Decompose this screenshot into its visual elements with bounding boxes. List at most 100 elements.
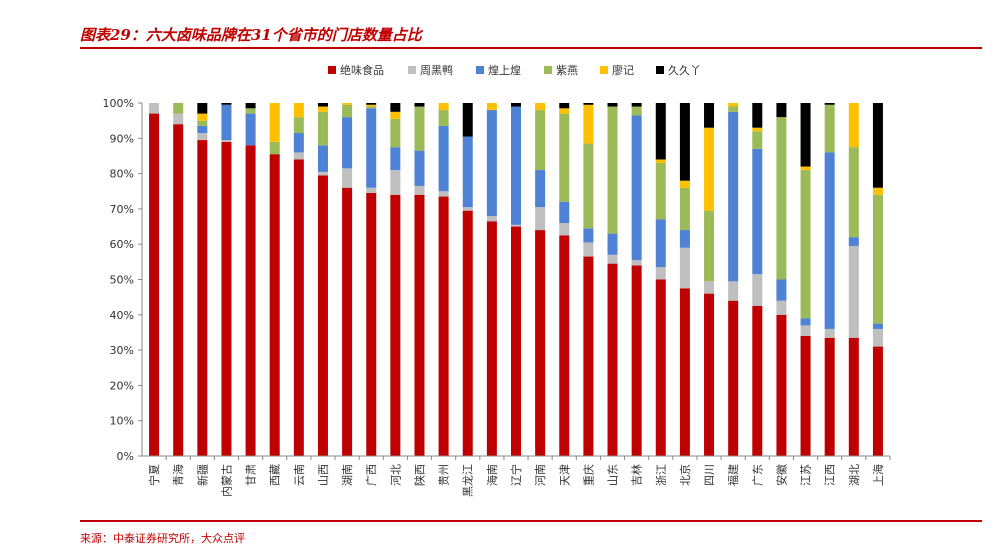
- bar-segment-5-18: [559, 108, 570, 114]
- bar-segment-1-3: [197, 140, 208, 456]
- bar-segment-4-23: [679, 187, 690, 231]
- bar-segment-2-9: [342, 168, 353, 188]
- x-axis: 宁夏 青海 新疆 内蒙古 甘肃 西藏 云南 山西 湖南 广西 河北 陕西 贵州 黑龙江 海南 辽宁 河南 天津 重庆…: [142, 455, 891, 497]
- x-tick-label: 辽宁: [509, 464, 523, 486]
- bar-segment-4-17: [535, 110, 546, 171]
- x-tick-label: 吉林: [630, 464, 644, 486]
- bar-segment-2-27: [776, 300, 787, 315]
- bar-segment-3-10: [366, 108, 377, 188]
- legend-label-4: 紫燕: [556, 64, 578, 77]
- bar-segment-3-18: [559, 201, 570, 224]
- bar-segment-2-2: [173, 113, 184, 125]
- bar-segment-5-11: [390, 111, 401, 119]
- x-tick-label: 云南: [293, 464, 306, 486]
- x-tick-label: 内蒙古: [219, 464, 233, 497]
- x-tick-label: 广东: [751, 464, 764, 486]
- bar-segment-6-12: [414, 103, 425, 107]
- bar-segment-4-6: [269, 141, 280, 155]
- bar-segment-3-14: [462, 136, 473, 208]
- bar-segment-5-23: [679, 180, 690, 188]
- bar-segment-3-17: [535, 170, 546, 208]
- x-tick-label: 陕西: [412, 464, 426, 486]
- bar-segment-3-11: [390, 147, 401, 171]
- bar-segment-5-8: [317, 106, 328, 112]
- bar-segment-3-3: [197, 125, 208, 134]
- legend: 绝味食品 周黑鸭 煌上煌 紫燕 廖记 久久丫: [328, 63, 701, 77]
- bar-segment-4-30: [848, 147, 859, 238]
- bar-segment-3-22: [655, 219, 666, 268]
- bar-segment-6-16: [511, 103, 521, 107]
- legend-swatch-3: [476, 66, 484, 74]
- x-tick-label: 江苏: [800, 464, 813, 486]
- legend-label-1: 绝味食品: [340, 63, 384, 77]
- bar-segment-6-3: [197, 103, 208, 114]
- bar-segment-1-6: [269, 154, 280, 456]
- bar-segment-4-28: [800, 170, 811, 319]
- bar-segment-6-28: [800, 103, 811, 167]
- bar-segment-4-20: [607, 106, 618, 234]
- bar-segment-2-28: [800, 325, 811, 336]
- bar-segment-1-22: [655, 279, 666, 456]
- x-tick-label: 山西: [317, 464, 330, 486]
- bar-segment-6-5: [245, 103, 256, 109]
- bar-segment-1-25: [728, 300, 739, 456]
- y-tick-label: 20%: [110, 379, 134, 392]
- x-tick-label: 新疆: [195, 464, 209, 486]
- x-tick-label: 广西: [365, 464, 378, 486]
- x-tick-label: 上海: [871, 464, 885, 486]
- y-tick-label: 10%: [110, 415, 134, 428]
- bar-segment-2-15: [486, 215, 497, 222]
- bar-segment-3-25: [728, 111, 739, 282]
- bar-segment-2-23: [679, 247, 690, 289]
- x-tick-label: 河北: [389, 464, 402, 486]
- bar-segment-4-18: [559, 113, 570, 202]
- bar-segment-3-9: [342, 117, 353, 169]
- bar-segment-1-10: [366, 193, 377, 456]
- bar-segment-6-31: [872, 103, 883, 188]
- bar-segment-2-13: [438, 191, 449, 197]
- legend-swatch-4: [544, 66, 552, 74]
- bar-segment-1-21: [631, 265, 642, 456]
- bar-segment-4-27: [776, 117, 787, 280]
- bar-segment-6-20: [607, 103, 618, 107]
- bar-segment-1-8: [317, 175, 328, 457]
- bar-segment-4-13: [438, 110, 449, 126]
- legend-label-2: 周黑鸭: [420, 64, 453, 77]
- bar-segment-1-26: [752, 305, 763, 456]
- legend-label-3: 煌上煌: [488, 64, 521, 77]
- bar-segment-6-27: [776, 103, 787, 118]
- bar-segment-3-31: [872, 323, 883, 329]
- bar-segment-2-3: [197, 133, 208, 141]
- x-tick-label: 河南: [534, 464, 547, 486]
- legend-swatch-2: [408, 66, 416, 74]
- bars: [149, 103, 883, 457]
- x-tick-label: 黑龙江: [462, 464, 475, 497]
- x-tick-label: 宁夏: [147, 464, 161, 486]
- bar-segment-3-19: [583, 228, 594, 243]
- y-axis: 0% 10% 20% 30% 40% 50% 60% 70% 80% 90% 100%: [103, 97, 143, 463]
- bar-segment-5-10: [366, 104, 377, 107]
- bar-segment-5-15: [486, 103, 497, 111]
- bar-segment-2-4: [221, 140, 232, 142]
- y-tick-label: 50%: [110, 274, 134, 287]
- bar-segment-2-7: [293, 152, 304, 160]
- bar-segment-6-23: [679, 103, 690, 181]
- x-tick-label: 甘肃: [245, 464, 258, 486]
- bar-segment-1-17: [535, 230, 546, 456]
- bar-segment-1-28: [800, 335, 811, 456]
- bar-segment-4-21: [631, 106, 642, 116]
- bar-segment-4-5: [245, 108, 256, 114]
- bar-segment-5-26: [752, 127, 763, 132]
- bar-segment-1-23: [679, 288, 690, 456]
- bar-segment-4-19: [583, 143, 594, 229]
- bar-segment-1-18: [559, 235, 570, 456]
- bar-segment-4-3: [197, 120, 208, 126]
- bar-segment-3-13: [438, 125, 449, 192]
- legend-label-6: 久久丫: [668, 64, 701, 77]
- source-note: 来源：中泰证券研究所，大众点评: [80, 532, 245, 545]
- bar-segment-5-17: [535, 103, 546, 111]
- bar-segment-2-12: [414, 185, 425, 195]
- figure-title: 图表29：六大卤味品牌在31个省市的门店数量占比: [80, 26, 422, 44]
- legend-swatch-5: [600, 66, 608, 74]
- y-tick-label: 60%: [110, 238, 134, 251]
